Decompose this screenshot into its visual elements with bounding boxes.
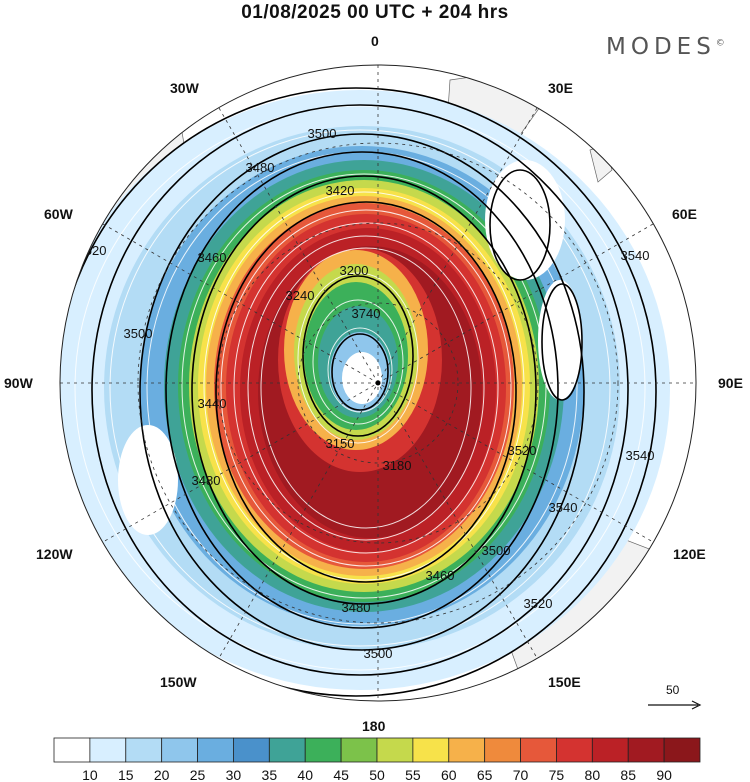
contour-label: 3540 xyxy=(549,500,578,515)
colorbar-swatch xyxy=(520,737,557,763)
lon-label-30e: 30E xyxy=(548,80,573,96)
contour-label: 3520 xyxy=(524,596,553,611)
colorbar-tick-label: 25 xyxy=(190,767,206,782)
contour-label: 3440 xyxy=(198,396,227,411)
map-border xyxy=(59,64,697,702)
colorbar-swatch xyxy=(376,737,414,763)
contour-label: 3420 xyxy=(326,183,355,198)
contour-label: 3520 xyxy=(78,243,107,258)
colorbar-swatch xyxy=(53,737,91,763)
south-pole-marker xyxy=(375,380,381,386)
lon-label-60e: 60E xyxy=(672,206,697,222)
lon-label-60w: 60W xyxy=(44,206,73,222)
colorbar-tick-label: 40 xyxy=(297,767,313,782)
colorbar-swatch xyxy=(340,737,378,763)
colorbar: 10 15 20 25 30 35 40 45 50 55 60 65 70 75 80 85 90 xyxy=(53,737,701,782)
lon-label-120e: 120E xyxy=(673,546,706,562)
colorbar-swatch xyxy=(197,737,234,763)
contour-label: 3500 xyxy=(124,326,153,341)
colorbar-swatch xyxy=(556,737,593,763)
colorbar-tick-label: 55 xyxy=(405,767,421,782)
contour-label: 3180 xyxy=(383,458,412,473)
colorbar-tick-label: 20 xyxy=(154,767,170,782)
colorbar-swatch xyxy=(125,737,163,763)
contour-label: 3740 xyxy=(352,306,381,321)
map-title: 01/08/2025 00 UTC + 204 hrs xyxy=(241,2,509,23)
contour-label: 3500 xyxy=(482,543,511,558)
contour-label: 3240 xyxy=(286,288,315,303)
lon-label-90e: 90E xyxy=(718,375,743,391)
colorbar-swatch xyxy=(304,737,342,763)
colorbar-swatch xyxy=(448,737,486,763)
lon-label-180: 180 xyxy=(362,718,386,734)
contour-label: 3200 xyxy=(340,263,369,278)
colorbar-tick-label: 90 xyxy=(656,767,672,782)
brand-logo: MODES© xyxy=(606,34,725,60)
reference-vector-label: 50 xyxy=(666,683,680,697)
colorbar-swatch xyxy=(233,737,270,763)
colorbar-tick-label: 80 xyxy=(585,767,601,782)
wind-speed-fill xyxy=(60,90,670,690)
colorbar-tick-label: 35 xyxy=(262,767,278,782)
lon-label-150e: 150E xyxy=(548,674,581,690)
colorbar-tick-label: 85 xyxy=(620,767,636,782)
colorbar-swatch xyxy=(412,737,450,763)
colorbar-tick-label: 45 xyxy=(333,767,349,782)
colorbar-swatch xyxy=(89,737,127,763)
contour-label: 3520 xyxy=(508,443,537,458)
lon-label-150w: 150W xyxy=(160,674,197,690)
colorbar-tick-label: 70 xyxy=(513,767,529,782)
height-contours xyxy=(60,87,657,697)
contour-label: 3540 xyxy=(621,248,650,263)
contour-label: 3460 xyxy=(198,250,227,265)
colorbar-tick-label: 50 xyxy=(369,767,385,782)
brand-name: MODES xyxy=(606,34,716,60)
colorbar-tick-label: 65 xyxy=(477,767,493,782)
lon-label-30w: 30W xyxy=(170,80,199,96)
contour-label: 3540 xyxy=(626,448,655,463)
contour-label: 3480 xyxy=(246,160,275,175)
colorbar-tick-label: 30 xyxy=(226,767,242,782)
reference-vector xyxy=(648,700,702,710)
copyright-mark: © xyxy=(715,38,725,49)
contour-label: 3480 xyxy=(342,600,371,615)
contour-label: 3150 xyxy=(326,436,355,451)
colorbar-tick-label: 60 xyxy=(441,767,457,782)
colorbar-labels: 10 15 20 25 30 35 40 45 50 55 60 65 70 75 80 85 90 xyxy=(82,767,672,782)
colorbar-swatch xyxy=(484,737,521,763)
colorbar-swatch xyxy=(627,737,665,763)
colorbar-tick-label: 10 xyxy=(82,767,98,782)
lon-label-0: 0 xyxy=(371,33,379,49)
colorbar-tick-label: 75 xyxy=(549,767,565,782)
lon-label-120w: 120W xyxy=(36,546,73,562)
lon-label-90w: 90W xyxy=(4,375,33,391)
colorbar-swatch xyxy=(161,737,198,763)
colorbar-boxes xyxy=(53,737,701,763)
contour-label: 3500 xyxy=(364,646,393,661)
contour-label: 3480 xyxy=(192,473,221,488)
colorbar-swatch xyxy=(663,737,701,763)
contour-label: 3460 xyxy=(426,568,455,583)
contour-label: 3500 xyxy=(308,126,337,141)
colorbar-swatch xyxy=(591,737,629,763)
colorbar-swatch xyxy=(268,737,306,763)
colorbar-tick-label: 15 xyxy=(118,767,134,782)
